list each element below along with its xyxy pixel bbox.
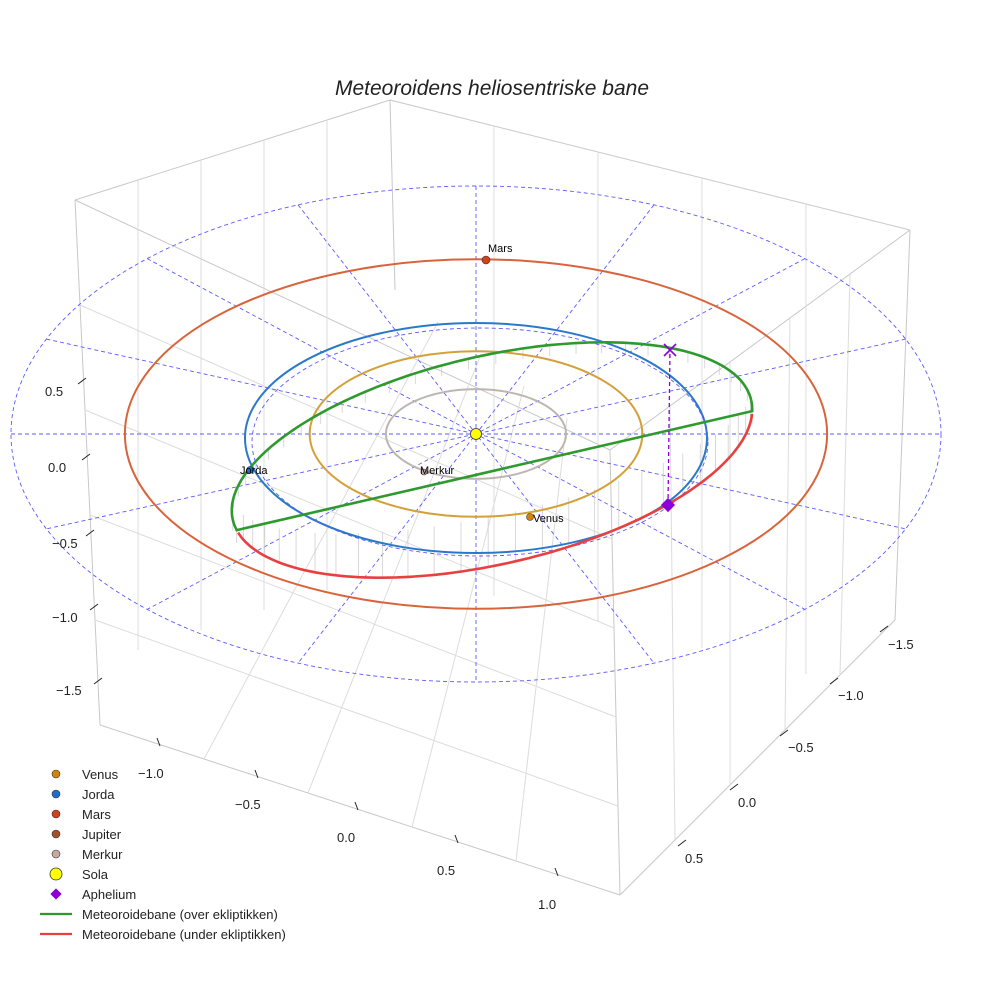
aphelium-projection-cross bbox=[663, 343, 677, 357]
box-edge bbox=[609, 449, 621, 896]
z-tick-label: −1.0 bbox=[52, 610, 78, 625]
legend-label: Merkur bbox=[82, 847, 123, 862]
merkur-label: Merkur bbox=[420, 465, 455, 477]
y-tick-mark bbox=[454, 834, 459, 844]
z-tick-label: −1.5 bbox=[56, 683, 82, 698]
meteoroid-orbit bbox=[230, 340, 754, 580]
z-tick-label: −0.5 bbox=[52, 536, 78, 551]
box-edge bbox=[619, 619, 896, 896]
grid-line bbox=[411, 385, 525, 828]
y-tick-label: 1.0 bbox=[538, 897, 556, 912]
jorda-orbit bbox=[244, 322, 708, 554]
legend-label: Jupiter bbox=[82, 827, 122, 842]
grid-line bbox=[669, 405, 676, 841]
merkur-marker bbox=[420, 468, 428, 476]
legend-label: Meteoroidebane (over ekliptikken) bbox=[82, 907, 278, 922]
box-edge bbox=[99, 724, 621, 896]
legend-label: Sola bbox=[82, 867, 109, 882]
z-tick-mark bbox=[85, 529, 95, 537]
z-tick-label: 0.5 bbox=[45, 384, 63, 399]
planet-labels: Mars Jorda Merkur Venus bbox=[240, 243, 564, 525]
legend-label: Aphelium bbox=[82, 887, 136, 902]
grid-line bbox=[84, 409, 615, 629]
legend-label: Venus bbox=[82, 767, 119, 782]
body-markers bbox=[246, 255, 677, 521]
meteoroid-orbit-above bbox=[230, 340, 754, 532]
legend-label: Jorda bbox=[82, 787, 115, 802]
legend-label: Mars bbox=[82, 807, 111, 822]
grid-line bbox=[94, 619, 619, 807]
legend-marker-mars bbox=[51, 809, 61, 819]
chart-title: Meteoroidens heliosentriske bane bbox=[335, 77, 649, 100]
box-edge bbox=[894, 229, 911, 621]
x-tick-label: 0.5 bbox=[685, 851, 703, 866]
grid-line bbox=[89, 514, 617, 718]
box-edge bbox=[609, 229, 911, 451]
z-tick-mark bbox=[81, 453, 91, 461]
legend-marker-jorda bbox=[51, 789, 61, 799]
x-tick-mark bbox=[729, 783, 739, 791]
z-tick-mark bbox=[93, 677, 103, 685]
venus-orbit bbox=[308, 350, 644, 518]
sola-marker bbox=[470, 428, 482, 440]
x-tick-mark bbox=[779, 729, 789, 737]
z-axis-ticks: 0.5 0.0 −0.5 −1.0 −1.5 bbox=[45, 384, 82, 698]
x-tick-label: 0.0 bbox=[738, 795, 756, 810]
merkur-orbit bbox=[384, 388, 568, 480]
y-tick-label: 0.0 bbox=[337, 830, 355, 845]
grid-line bbox=[839, 273, 851, 676]
grid-line bbox=[784, 317, 791, 731]
box-edge bbox=[74, 199, 611, 451]
y-tick-mark bbox=[254, 769, 259, 779]
meteoroid-orbit-below bbox=[237, 413, 754, 580]
legend-marker-merkur bbox=[51, 849, 61, 859]
x-tick-label: −0.5 bbox=[788, 740, 814, 755]
legend-marker-aphelium bbox=[50, 888, 62, 900]
jorda-marker bbox=[246, 466, 254, 474]
jorda-orbit-dashed bbox=[251, 327, 709, 557]
mars-marker bbox=[481, 255, 491, 265]
mars-orbit bbox=[123, 258, 829, 610]
grid-line bbox=[203, 321, 439, 760]
y-tick-label: −0.5 bbox=[235, 797, 261, 812]
x-tick-mark bbox=[879, 625, 889, 633]
venus-marker bbox=[526, 513, 534, 521]
aphelium-drop-line bbox=[667, 349, 671, 506]
legend-marker-sola bbox=[49, 867, 63, 881]
venus-label: Venus bbox=[533, 513, 564, 525]
y-tick-label: 0.5 bbox=[437, 863, 455, 878]
y-tick-mark bbox=[554, 867, 559, 877]
grid-lines bbox=[79, 120, 851, 862]
x-tick-label: −1.0 bbox=[838, 688, 864, 703]
legend-label: Meteoroidebane (under ekliptikken) bbox=[82, 927, 286, 942]
mars-label: Mars bbox=[488, 243, 513, 255]
jorda-label: Jorda bbox=[240, 465, 268, 477]
z-tick-label: 0.0 bbox=[48, 460, 66, 475]
legend-marker-venus bbox=[51, 769, 61, 779]
x-tick-mark bbox=[677, 839, 687, 847]
box-edge bbox=[389, 99, 911, 231]
box-edge bbox=[389, 99, 396, 291]
grid-line bbox=[307, 353, 482, 794]
x-axis-ticks: −1.5 −1.0 −0.5 0.0 0.5 bbox=[685, 637, 914, 866]
y-tick-mark bbox=[354, 801, 359, 811]
legend: Venus Jorda Mars Jupiter Merkur Sola Aph… bbox=[40, 767, 286, 942]
grid-line bbox=[79, 304, 613, 540]
z-tick-mark bbox=[89, 603, 99, 611]
z-tick-mark bbox=[77, 377, 87, 385]
axis-box bbox=[74, 99, 911, 896]
y-axis-ticks: −1.0 −0.5 0.0 0.5 1.0 bbox=[138, 766, 556, 912]
grid-line bbox=[515, 417, 568, 862]
planet-orbits bbox=[123, 258, 829, 610]
box-edge bbox=[74, 99, 391, 201]
aphelium-marker bbox=[660, 497, 676, 513]
x-tick-mark bbox=[829, 677, 839, 685]
box-edge bbox=[74, 199, 101, 726]
legend-marker-jupiter bbox=[51, 829, 61, 839]
y-tick-mark bbox=[156, 737, 161, 747]
y-tick-label: −1.0 bbox=[138, 766, 164, 781]
x-tick-label: −1.5 bbox=[888, 637, 914, 652]
